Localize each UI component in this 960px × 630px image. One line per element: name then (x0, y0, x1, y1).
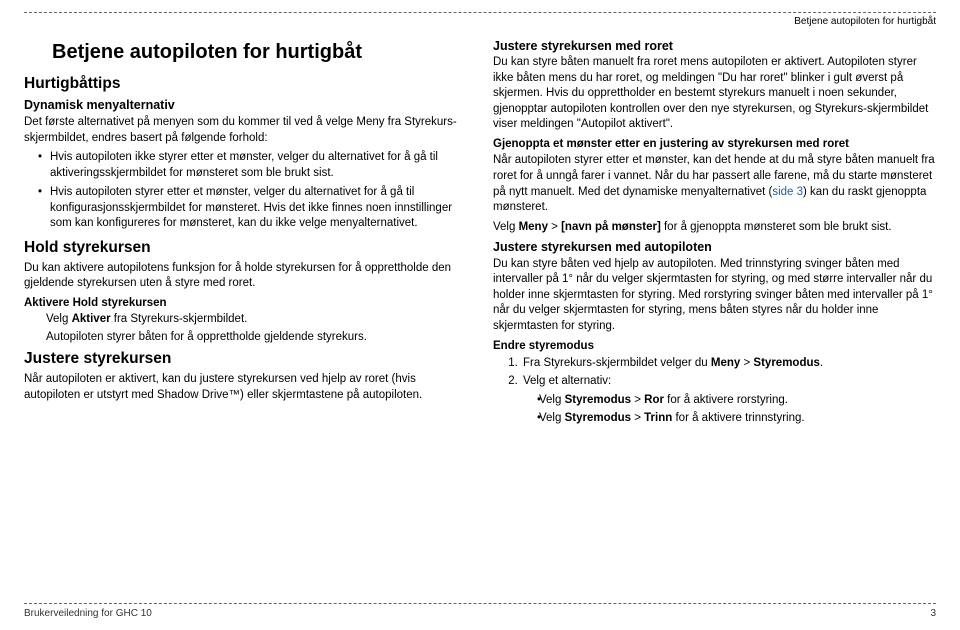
page-number: 3 (930, 607, 936, 621)
list-item: Velg et alternativ: Velg Styremodus > Ro… (521, 374, 936, 427)
para-autopilot: Du kan styre båten ved hjelp av autopilo… (493, 257, 936, 335)
list-item: Fra Styrekurs-skjermbildet velger du Men… (521, 356, 936, 372)
bold-run: [navn på mønster] (561, 221, 661, 233)
right-column: Justere styrekursen med roret Du kan sty… (493, 35, 936, 433)
running-header: Betjene autopiloten for hurtigbåt (24, 15, 936, 29)
footer-left: Brukerveiledning for GHC 10 (24, 607, 152, 621)
bold-run: Aktiver (72, 313, 111, 325)
heading-autopilot: Justere styrekursen med autopiloten (493, 239, 936, 256)
para-aktiver-1: Velg Aktiver fra Styrekurs-skjermbildet. (46, 312, 467, 328)
text-run: for å gjenoppta mønsteret som ble brukt … (661, 221, 892, 233)
para-justere: Når autopiloten er aktivert, kan du just… (24, 372, 467, 403)
text-run: for å aktivere rorstyring. (664, 394, 788, 406)
bold-run: Meny (711, 357, 740, 369)
text-run: Velg (539, 394, 565, 406)
para-hold: Du kan aktivere autopilotens funksjon fo… (24, 261, 467, 292)
heading-aktiver: Aktivere Hold styrekursen (24, 296, 467, 312)
list-item: Velg Styremodus > Trinn for å aktivere t… (537, 411, 936, 427)
footer: Brukerveiledning for GHC 10 3 (24, 603, 936, 621)
list-item: Velg Styremodus > Ror for å aktivere ror… (537, 393, 936, 409)
aktiver-block: Velg Aktiver fra Styrekurs-skjermbildet.… (24, 312, 467, 345)
list-item: Hvis autopiloten ikke styrer etter et mø… (38, 150, 467, 181)
text-run: for å aktivere trinnstyring. (672, 412, 804, 424)
list-item: Hvis autopiloten styrer etter et mønster… (38, 185, 467, 232)
bold-run: Styremodus (753, 357, 819, 369)
text-run: > (631, 412, 644, 424)
heading-endre: Endre styremodus (493, 339, 936, 355)
heading-ror: Justere styrekursen med roret (493, 38, 936, 55)
text-run: Velg (46, 313, 72, 325)
text-run: > (548, 221, 561, 233)
text-run: . (820, 357, 823, 369)
text-run: Velg (539, 412, 565, 424)
bold-run: Meny (519, 221, 548, 233)
text-run: fra Styrekurs-skjermbildet. (111, 313, 248, 325)
content-columns: Betjene autopiloten for hurtigbåt Hurtig… (24, 35, 936, 433)
dynamic-list: Hvis autopiloten ikke styrer etter et mø… (24, 150, 467, 232)
text-run: > (631, 394, 644, 406)
text-run: > (740, 357, 753, 369)
heading-hold: Hold styrekursen (24, 238, 467, 259)
bold-run: Trinn (644, 412, 672, 424)
text-run: Velg (493, 221, 519, 233)
heading-dynamic: Dynamisk menyalternativ (24, 97, 467, 114)
para-aktiver-2: Autopiloten styrer båten for å opprettho… (46, 330, 467, 346)
bold-run: Styremodus (565, 412, 631, 424)
endre-list: Fra Styrekurs-skjermbildet velger du Men… (493, 356, 936, 426)
heading-justere: Justere styrekursen (24, 349, 467, 370)
left-column: Betjene autopiloten for hurtigbåt Hurtig… (24, 35, 467, 433)
para-gjen-1: Når autopiloten styrer etter et mønster,… (493, 153, 936, 215)
bold-run: Styremodus (565, 394, 631, 406)
endre-sublist: Velg Styremodus > Ror for å aktivere ror… (523, 393, 936, 426)
para-dynamic: Det første alternativet på menyen som du… (24, 115, 467, 146)
heading-gjenoppta: Gjenoppta et mønster etter en justering … (493, 137, 936, 153)
bold-run: Ror (644, 394, 664, 406)
page-link[interactable]: side 3 (772, 186, 803, 198)
para-ror: Du kan styre båten manuelt fra roret men… (493, 55, 936, 133)
heading-tips: Hurtigbåttips (24, 74, 467, 95)
page-title: Betjene autopiloten for hurtigbåt (52, 39, 467, 66)
para-gjen-2: Velg Meny > [navn på mønster] for å gjen… (493, 220, 936, 236)
top-rule (24, 12, 936, 13)
text-run: Velg et alternativ: (523, 375, 611, 387)
text-run: Fra Styrekurs-skjermbildet velger du (523, 357, 711, 369)
